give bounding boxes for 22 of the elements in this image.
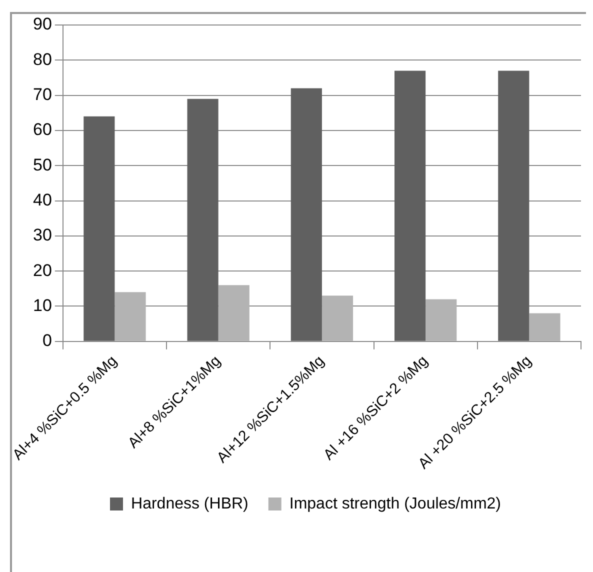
y-tick-label: 0 — [42, 331, 52, 350]
y-tick-label: 30 — [32, 226, 52, 245]
bar — [187, 98, 218, 341]
legend-label: Hardness (HBR) — [131, 495, 248, 512]
legend-label: Impact strength (Joules/mm2) — [289, 495, 501, 512]
y-tick-label: 50 — [32, 155, 52, 174]
y-tick-label: 40 — [32, 190, 52, 210]
y-tick-label: 10 — [32, 296, 52, 315]
y-tick-label: 80 — [32, 50, 52, 69]
bar — [218, 285, 250, 341]
bar — [529, 313, 560, 341]
bar — [394, 70, 426, 341]
bar — [498, 70, 530, 341]
y-tick-label: 20 — [32, 260, 52, 280]
bar — [114, 292, 146, 341]
bar — [84, 116, 115, 341]
y-tick-label: 60 — [32, 120, 52, 140]
bar — [290, 88, 322, 341]
bar — [426, 299, 457, 341]
bar — [322, 296, 354, 341]
y-tick-label: 70 — [32, 84, 52, 104]
y-tick-label: 90 — [32, 14, 52, 34]
